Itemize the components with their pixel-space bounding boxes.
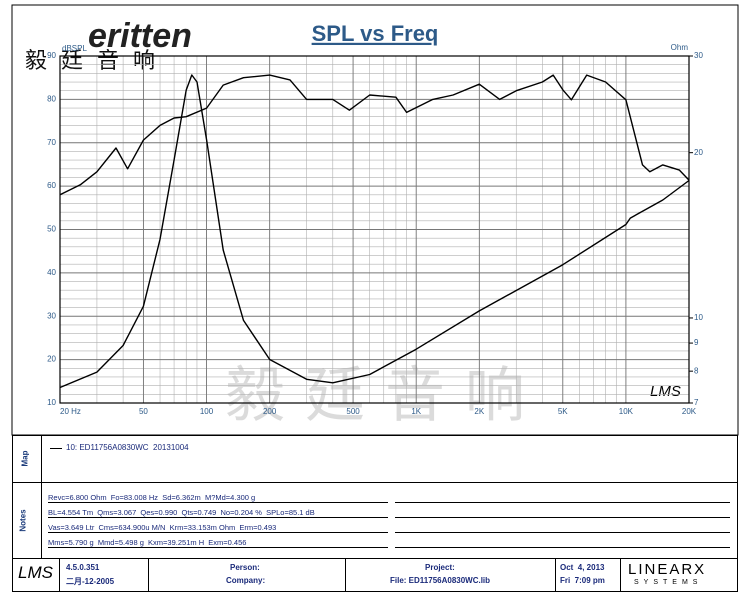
watermark: 毅廷音响 bbox=[225, 362, 545, 429]
x-tick-label: 10K bbox=[619, 407, 634, 416]
rule bbox=[48, 532, 388, 533]
y-tick-label: 60 bbox=[47, 181, 56, 190]
y2-tick-label: 20 bbox=[694, 148, 703, 157]
legend-swatch bbox=[50, 448, 62, 449]
y2-tick-label: 10 bbox=[694, 313, 703, 322]
brand-sub: SYSTEMS bbox=[634, 579, 703, 586]
y2-tick-label: 7 bbox=[694, 398, 699, 407]
y-tick-label: 30 bbox=[47, 311, 56, 320]
y2-tick-label: 8 bbox=[694, 366, 699, 375]
x-tick-label: 1K bbox=[411, 407, 421, 416]
y-tick-label: 50 bbox=[47, 225, 56, 234]
note: Mms=5.790 g Mmd=5.498 g Kxm=39.251m H Ex… bbox=[48, 538, 247, 547]
project: Project: bbox=[425, 563, 455, 572]
date: Oct 4, 2013 bbox=[560, 563, 605, 572]
file: File: ED11756A0830WC.lib bbox=[390, 576, 491, 585]
logo-cn: 毅廷音响 bbox=[25, 48, 169, 73]
note: Vas=3.649 Ltr Cms=634.900u M/N Krm=33.15… bbox=[48, 523, 277, 532]
y-tick-label: 90 bbox=[47, 51, 56, 60]
rule bbox=[48, 502, 388, 503]
note: Revc=6.800 Ohm Fo=83.008 Hz Sd=6.362m M?… bbox=[48, 493, 256, 502]
brand: LINEARX bbox=[628, 561, 707, 578]
footer-cell bbox=[555, 558, 621, 592]
y-axis-label: dBSPL bbox=[62, 44, 87, 53]
x-tick-label: 20K bbox=[682, 407, 697, 416]
person: Person: bbox=[230, 563, 260, 572]
footer-cell bbox=[59, 558, 149, 592]
y-tick-label: 70 bbox=[47, 138, 56, 147]
x-tick-label: 100 bbox=[200, 407, 214, 416]
series-line bbox=[59, 74, 690, 196]
y-tick-label: 20 bbox=[47, 355, 56, 364]
rule bbox=[48, 517, 388, 518]
x-tick-label: 2K bbox=[474, 407, 484, 416]
rule bbox=[48, 547, 388, 548]
notes-label: Notes bbox=[18, 509, 28, 532]
rule bbox=[395, 547, 730, 548]
footer-logo: LMS bbox=[18, 563, 53, 582]
chart: eritten 毅廷音响 SPL vs Freq dBSPL Ohm 毅廷音响 … bbox=[11, 4, 739, 436]
rule bbox=[395, 517, 730, 518]
y-tick-label: 80 bbox=[47, 94, 56, 103]
y2-tick-label: 30 bbox=[694, 51, 703, 60]
rule bbox=[395, 532, 730, 533]
x-tick-label: 5K bbox=[558, 407, 568, 416]
series-line bbox=[59, 74, 690, 389]
logo: eritten bbox=[88, 17, 192, 55]
build-date: 二月-12-2005 bbox=[66, 577, 115, 586]
legend-entry: 10: ED11756A0830WC 20131004 bbox=[66, 443, 189, 452]
x-tick-label: 200 bbox=[263, 407, 277, 416]
chart-title: SPL vs Freq bbox=[312, 21, 439, 46]
y-tick-label: 10 bbox=[47, 398, 56, 407]
y2-axis-label: Ohm bbox=[671, 43, 689, 52]
plot-frame bbox=[59, 55, 690, 404]
x-tick-label: 50 bbox=[139, 407, 148, 416]
x-tick-label: 500 bbox=[346, 407, 360, 416]
x-tick-label: 20 Hz bbox=[60, 407, 81, 416]
brand-mark: LMS bbox=[650, 383, 681, 400]
rule bbox=[395, 502, 730, 503]
time: Fri 7:09 pm bbox=[560, 576, 605, 585]
version: 4.5.0.351 bbox=[66, 563, 100, 572]
map-label: Map bbox=[20, 450, 30, 467]
note: BL=4.554 Tm Qms=3.067 Qes=0.990 Qts=0.74… bbox=[48, 508, 315, 517]
company: Company: bbox=[226, 576, 266, 585]
y-tick-label: 40 bbox=[47, 268, 56, 277]
divider bbox=[12, 482, 738, 483]
y2-tick-label: 9 bbox=[694, 338, 699, 347]
